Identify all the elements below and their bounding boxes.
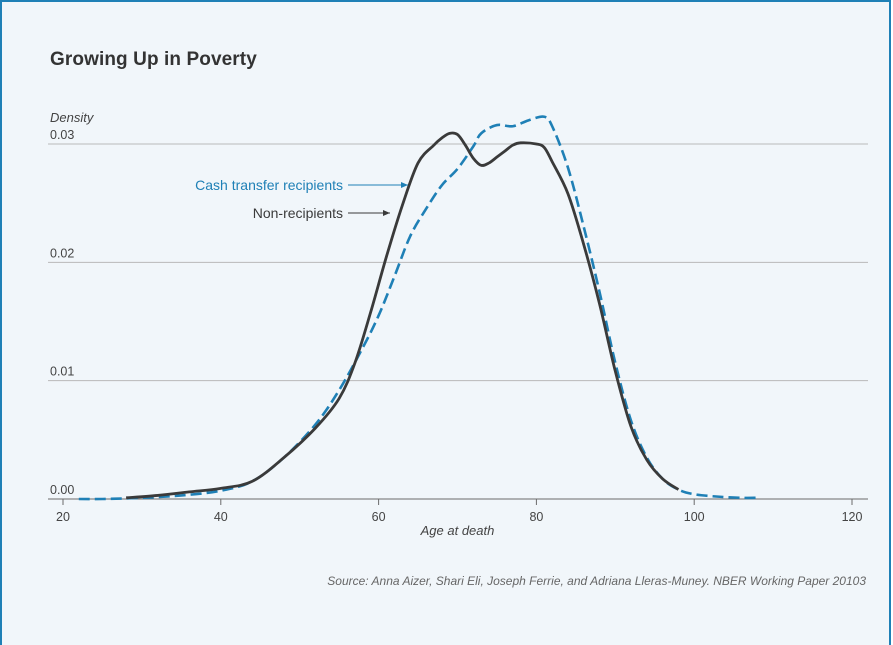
x-tick-label: 40 [214,510,228,524]
x-tick-label: 60 [372,510,386,524]
source-note: Source: Anna Aizer, Shari Eli, Joseph Fe… [327,574,866,588]
y-tick-label: 0.03 [50,128,74,142]
series-line-non-recipients [126,131,680,500]
annotation-cash-transfer-recipients: Cash transfer recipients [195,177,343,193]
x-axis-label: Age at death [420,523,495,538]
x-tick-label: 20 [56,510,70,524]
annotation-non-recipients: Non-recipients [253,205,343,221]
y-axis-label: Density [50,110,95,125]
y-tick-label: 0.01 [50,365,74,379]
series-lines [78,115,758,501]
y-tick-label: 0.02 [50,246,74,260]
x-tick-label: 120 [842,510,863,524]
x-tick-label: 80 [529,510,543,524]
chart-title: Growing Up in Poverty [50,49,257,70]
gridlines [48,143,868,382]
x-tick-label: 100 [684,510,705,524]
y-tick-label: 0.00 [50,483,74,497]
series-line-cash-transfer-recipients [78,115,758,501]
axes: 0.00 0.01 0.02 0.03 Density 20 40 60 80 100 120 Age… [48,110,868,538]
annotations: Cash transfer recipients Non-recipients [195,177,408,221]
